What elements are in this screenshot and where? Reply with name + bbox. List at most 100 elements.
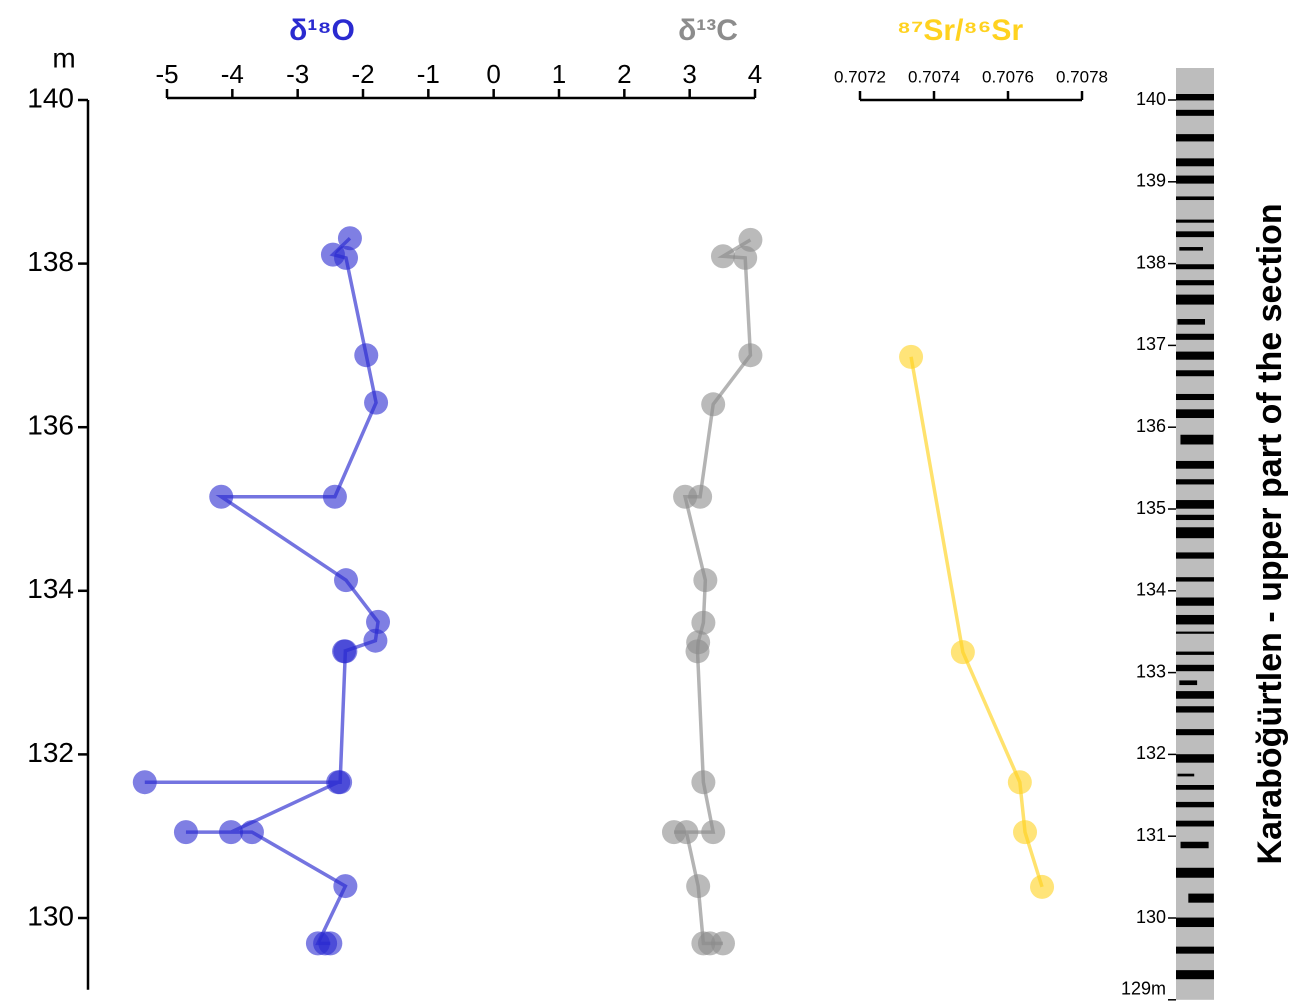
y-tick-label: 134 bbox=[27, 573, 74, 604]
x-tick-label: 0.7076 bbox=[982, 67, 1034, 86]
bed bbox=[1176, 352, 1214, 360]
x-tick-label: 4 bbox=[748, 59, 762, 89]
bed bbox=[1176, 220, 1214, 223]
data-point bbox=[701, 392, 725, 416]
data-point bbox=[323, 485, 347, 509]
bed bbox=[1179, 680, 1197, 685]
y-tick-label: 140 bbox=[27, 82, 74, 113]
bed bbox=[1176, 729, 1214, 735]
bed bbox=[1176, 515, 1214, 520]
x-tick-label: -2 bbox=[351, 59, 374, 89]
series-title: δ¹⁸O bbox=[289, 14, 355, 47]
bed bbox=[1176, 110, 1214, 116]
column-tick-label: 134 bbox=[1136, 580, 1166, 600]
bed bbox=[1176, 754, 1214, 762]
data-point bbox=[333, 874, 357, 898]
data-point bbox=[334, 246, 358, 270]
bed bbox=[1176, 652, 1214, 655]
bed bbox=[1176, 691, 1214, 699]
data-point bbox=[738, 343, 762, 367]
column-tick-label: 131 bbox=[1136, 825, 1166, 845]
bed bbox=[1177, 319, 1205, 325]
bed bbox=[1176, 394, 1214, 400]
y-axis-label: m bbox=[52, 42, 75, 73]
data-point bbox=[240, 820, 264, 844]
bed bbox=[1176, 134, 1214, 141]
bed bbox=[1176, 665, 1214, 671]
bed bbox=[1176, 947, 1214, 954]
x-tick-label: 0.7078 bbox=[1056, 67, 1108, 86]
series-line bbox=[911, 357, 1042, 887]
data-point bbox=[326, 770, 350, 794]
bed bbox=[1176, 461, 1214, 469]
y-tick-label: 130 bbox=[27, 900, 74, 931]
column-tick-label: 132 bbox=[1136, 743, 1166, 763]
bed bbox=[1180, 435, 1213, 445]
bed bbox=[1177, 774, 1194, 777]
bed bbox=[1176, 821, 1214, 827]
bed bbox=[1176, 196, 1214, 200]
bed bbox=[1176, 158, 1214, 166]
bed bbox=[1176, 334, 1214, 340]
bed bbox=[1179, 247, 1203, 251]
data-point bbox=[354, 343, 378, 367]
bed bbox=[1176, 706, 1214, 712]
bed bbox=[1176, 280, 1214, 285]
column-tick-label: 129m bbox=[1121, 979, 1166, 999]
data-point bbox=[711, 244, 735, 268]
bed bbox=[1176, 970, 1214, 979]
data-point bbox=[733, 246, 757, 270]
bed bbox=[1176, 527, 1214, 538]
x-tick-label: 0.7072 bbox=[834, 67, 886, 86]
bed bbox=[1176, 295, 1214, 305]
chart: 130132134136138140m-5-4-3-2-101234δ¹⁸Oδ¹… bbox=[0, 0, 1305, 1008]
data-point bbox=[1008, 770, 1032, 794]
data-point bbox=[674, 820, 698, 844]
data-point bbox=[1030, 875, 1054, 899]
data-point bbox=[686, 639, 710, 663]
data-point bbox=[698, 931, 722, 955]
y-tick-label: 138 bbox=[27, 246, 74, 277]
bed bbox=[1176, 802, 1214, 807]
bed bbox=[1176, 577, 1214, 581]
bed bbox=[1176, 552, 1214, 558]
column-tick-label: 140 bbox=[1136, 89, 1166, 109]
bed bbox=[1176, 176, 1214, 184]
data-point bbox=[363, 629, 387, 653]
x-tick-label: 0 bbox=[486, 59, 500, 89]
series-title: ⁸⁷Sr/⁸⁶Sr bbox=[897, 14, 1024, 47]
data-point bbox=[219, 820, 243, 844]
y-tick-label: 136 bbox=[27, 410, 74, 441]
column-tick-label: 139 bbox=[1136, 171, 1166, 191]
x-tick-label: 0.7074 bbox=[908, 67, 960, 86]
column-tick-label: 138 bbox=[1136, 252, 1166, 272]
data-point bbox=[333, 639, 357, 663]
bed bbox=[1176, 479, 1214, 484]
column-tick-label: 133 bbox=[1136, 661, 1166, 681]
data-point bbox=[364, 391, 388, 415]
bed bbox=[1176, 597, 1214, 605]
x-tick-label: -4 bbox=[221, 59, 244, 89]
column-tick-label: 135 bbox=[1136, 498, 1166, 518]
bed bbox=[1181, 842, 1209, 848]
bed bbox=[1176, 868, 1214, 878]
bed bbox=[1176, 231, 1214, 237]
x-tick-label: -5 bbox=[155, 59, 178, 89]
data-point bbox=[1013, 820, 1037, 844]
bed bbox=[1176, 500, 1214, 509]
data-point bbox=[313, 931, 337, 955]
data-point bbox=[693, 568, 717, 592]
data-point bbox=[899, 345, 923, 369]
bed bbox=[1176, 409, 1214, 418]
data-point bbox=[673, 485, 697, 509]
data-point bbox=[701, 820, 725, 844]
data-point bbox=[334, 568, 358, 592]
column-tick-label: 130 bbox=[1136, 907, 1166, 927]
x-tick-label: 1 bbox=[552, 59, 566, 89]
column-title: Karaböğürtlen - upper part of the sectio… bbox=[1251, 203, 1289, 864]
data-point bbox=[174, 820, 198, 844]
column-tick-label: 137 bbox=[1136, 334, 1166, 354]
bed bbox=[1176, 94, 1214, 100]
bed bbox=[1188, 894, 1214, 903]
series-title: δ¹³C bbox=[678, 14, 738, 47]
